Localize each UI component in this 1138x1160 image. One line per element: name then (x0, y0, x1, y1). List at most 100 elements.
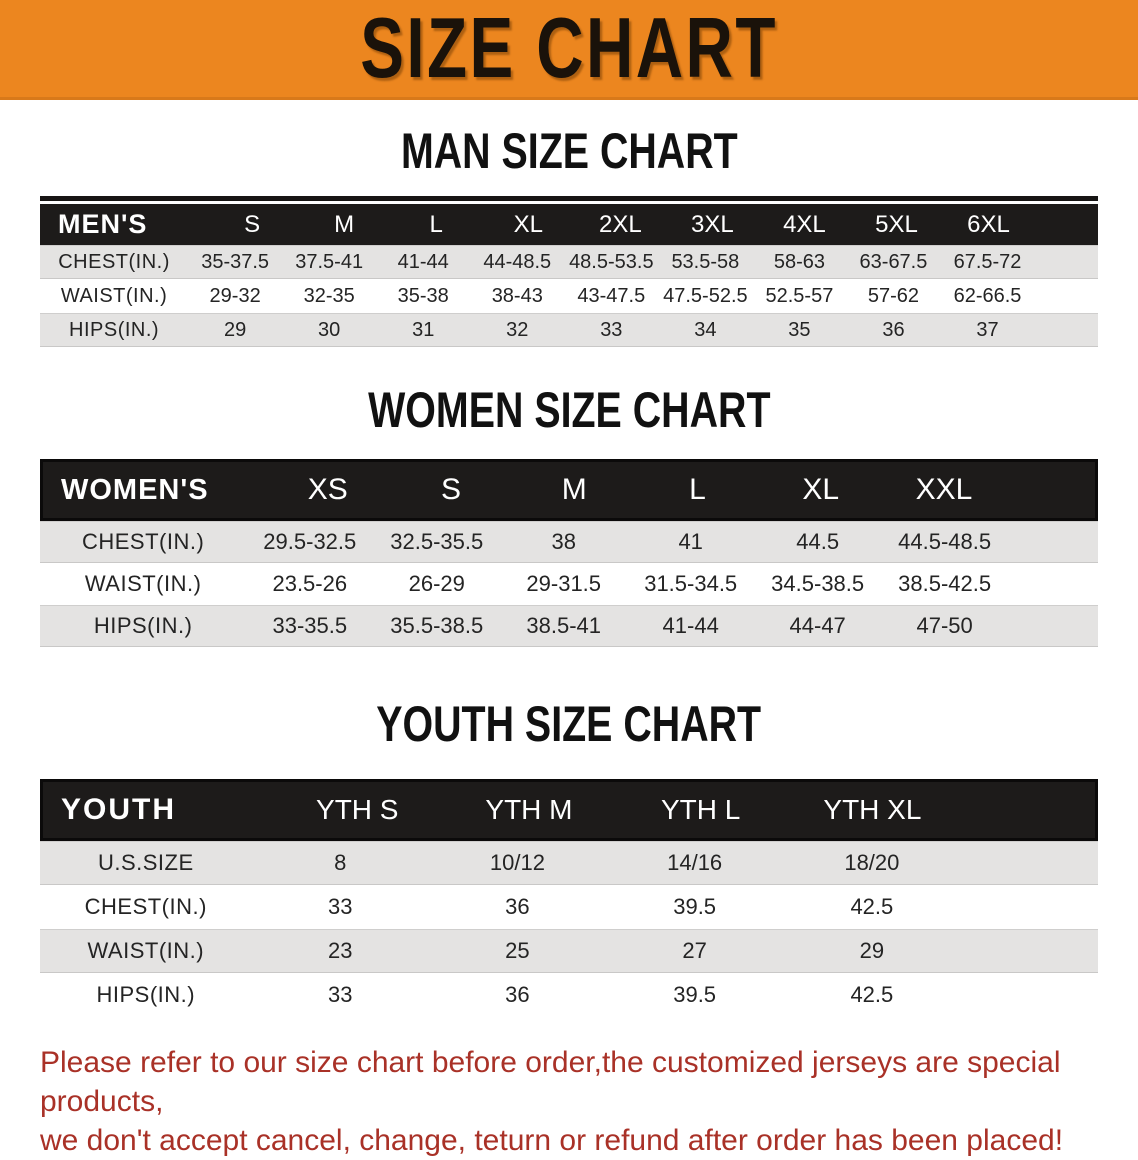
size-column-header: XS (307, 473, 348, 506)
youth-section-heading: YOUTH SIZE CHART (376, 696, 762, 753)
size-value-cell: 35-37.5 (201, 250, 270, 273)
size-value-cell: 37.5-41 (295, 250, 364, 273)
size-value-cell: 33 (327, 894, 353, 919)
women-section-heading: WOMEN SIZE CHART (367, 382, 771, 439)
size-value-cell: 29.5-32.5 (263, 529, 357, 554)
table-row: WAIST(IN.) 23 25 27 29 (40, 929, 1098, 973)
size-value-cell: 52.5-57 (765, 284, 834, 307)
size-value-cell: 8 (334, 850, 347, 875)
size-value-cell: 38 (551, 529, 576, 554)
size-value-cell: 29 (224, 318, 247, 341)
size-value-cell: 33-35.5 (272, 613, 348, 638)
table-row: HIPS(IN.) 33 36 39.5 42.5 (40, 973, 1098, 1017)
size-column-header: S (244, 210, 261, 238)
size-value-cell: 31 (412, 318, 435, 341)
size-value-cell: 39.5 (673, 982, 717, 1007)
size-value-cell: 34.5-38.5 (771, 571, 865, 596)
size-value-cell: 57-62 (867, 284, 920, 307)
size-value-cell: 47.5-52.5 (663, 284, 748, 307)
size-value-cell: 58-63 (773, 250, 825, 273)
size-value-cell: 42.5 (850, 894, 894, 919)
size-value-cell: 32.5-35.5 (390, 529, 484, 554)
size-value-cell: 35.5-38.5 (390, 613, 484, 638)
table-title-label: YOUTH (61, 793, 176, 826)
size-column-header: L (429, 210, 443, 238)
size-value-cell: 37 (976, 318, 999, 341)
size-column-header: S (440, 473, 461, 506)
men-size-table: MEN'S S M L XL 2XL 3XL 4XL 5XL 6XL CHEST(IN.) 35-37… (40, 196, 1098, 347)
size-value-cell: 38-43 (491, 284, 543, 307)
size-value-cell: 35-38 (397, 284, 449, 307)
measurement-label: HIPS(IN.) (96, 982, 196, 1007)
measurement-label: WAIST(IN.) (84, 571, 202, 596)
size-value-cell: 47-50 (916, 613, 973, 638)
size-column-header: YTH S (316, 794, 399, 825)
size-column-header: 3XL (691, 210, 734, 238)
size-column-header: 6XL (967, 210, 1010, 238)
measurement-label: CHEST(IN.) (84, 894, 207, 919)
women-size-table: WOMEN'S XS S M L XL XXL CHEST(IN.) 29.5-32.5 32.5… (40, 459, 1098, 647)
table-row: CHEST(IN.) 35-37.5 37.5-41 41-44 44-48.5 48.5… (40, 245, 1098, 279)
size-value-cell: 29-32 (209, 284, 261, 307)
table-row: U.S.SIZE 8 10/12 14/16 18/20 (40, 841, 1098, 885)
size-value-cell: 10/12 (489, 850, 545, 875)
size-value-cell: 44.5-48.5 (898, 529, 992, 554)
size-value-cell: 18/20 (844, 850, 900, 875)
measurement-label: HIPS(IN.) (69, 318, 160, 341)
size-table-header-row: WOMEN'S XS S M L XL XXL (40, 459, 1098, 521)
youth-size-table: YOUTH YTH S YTH M YTH L YTH XL U.S.SIZE 8 10/12… (40, 779, 1098, 1017)
measurement-label: CHEST(IN.) (81, 529, 205, 554)
size-value-cell: 25 (505, 938, 530, 963)
size-value-cell: 38.5-41 (526, 613, 602, 638)
size-column-header: YTH L (661, 794, 741, 825)
table-row: CHEST(IN.) 29.5-32.5 32.5-35.5 38 41 44.5 44.5… (40, 521, 1098, 563)
size-column-header: 2XL (598, 210, 642, 238)
size-value-cell: 30 (318, 318, 341, 341)
size-value-cell: 36 (882, 318, 905, 341)
measurement-label: WAIST(IN.) (87, 938, 205, 963)
size-column-header: YTH XL (823, 794, 922, 825)
measurement-label: U.S.SIZE (97, 850, 194, 875)
size-value-cell: 42.5 (850, 982, 894, 1007)
men-table-topline (40, 196, 1098, 201)
size-value-cell: 41-44 (662, 613, 719, 638)
table-title-label: MEN'S (58, 209, 148, 239)
order-notice-text: Please refer to our size chart before or… (40, 1043, 1110, 1160)
size-value-cell: 32-35 (303, 284, 355, 307)
table-title-label: WOMEN'S (61, 473, 209, 506)
size-value-cell: 23 (327, 938, 353, 963)
size-value-cell: 29-31.5 (526, 571, 602, 596)
size-column-header: 5XL (875, 210, 918, 238)
size-value-cell: 39.5 (673, 894, 717, 919)
size-column-header: XL (802, 473, 840, 506)
size-value-cell: 44.5 (796, 529, 840, 554)
size-value-cell: 38.5-42.5 (898, 571, 992, 596)
table-row: HIPS(IN.) 33-35.5 35.5-38.5 38.5-41 41-44 44-… (40, 605, 1098, 647)
size-value-cell: 41-44 (397, 250, 449, 273)
measurement-label: WAIST(IN.) (60, 284, 168, 307)
size-table-header-row: YOUTH YTH S YTH M YTH L YTH XL (40, 779, 1098, 841)
size-chart-banner: SIZE CHART (0, 0, 1138, 100)
size-value-cell: 27 (682, 938, 707, 963)
table-row: WAIST(IN.) 29-32 32-35 35-38 38-43 43-47.5 47.… (40, 279, 1098, 313)
size-column-header: M (334, 210, 355, 238)
size-value-cell: 62-66.5 (953, 284, 1022, 307)
size-column-header: L (689, 473, 706, 506)
size-value-cell: 36 (505, 982, 530, 1007)
size-value-cell: 36 (505, 894, 530, 919)
order-notice-line1: Please refer to our size chart before or… (40, 1046, 1061, 1118)
size-value-cell: 67.5-72 (953, 250, 1022, 273)
size-value-cell: 63-67.5 (859, 250, 928, 273)
size-value-cell: 32 (506, 318, 529, 341)
size-value-cell: 44-48.5 (483, 250, 552, 273)
size-column-header: YTH M (485, 794, 573, 825)
measurement-label: HIPS(IN.) (93, 613, 193, 638)
size-value-cell: 44-47 (789, 613, 846, 638)
table-row: HIPS(IN.) 29 30 31 32 33 34 35 36 37 (40, 313, 1098, 347)
size-value-cell: 31.5-34.5 (644, 571, 738, 596)
size-column-header: XXL (915, 473, 973, 506)
man-section-heading: MAN SIZE CHART (400, 123, 738, 180)
size-value-cell: 26-29 (408, 571, 465, 596)
size-column-header: M (561, 473, 587, 506)
size-value-cell: 33 (327, 982, 353, 1007)
